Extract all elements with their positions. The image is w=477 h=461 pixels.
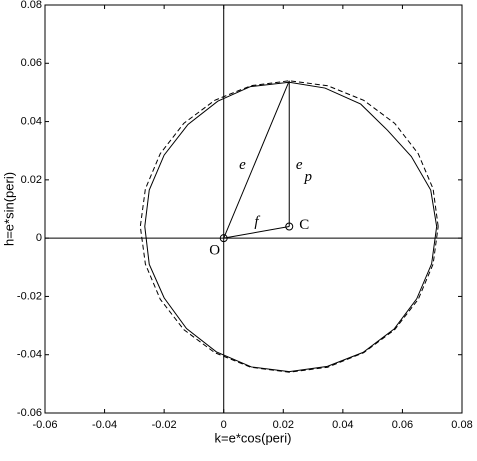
vector-label: e — [296, 157, 303, 173]
curve — [139, 80, 439, 373]
x-tick-label: 0.04 — [332, 419, 353, 431]
vector-label-subscript: p — [303, 169, 312, 185]
vector — [223, 80, 290, 239]
x-axis-label: k=e*cos(peri) — [215, 430, 292, 445]
x-tick-label: 0.08 — [451, 419, 472, 431]
x-tick-label: -0.06 — [32, 419, 57, 431]
x-tick-label: 0.06 — [392, 419, 413, 431]
y-tick-label: 0.02 — [21, 174, 42, 186]
y-tick-label: 0.08 — [21, 0, 42, 11]
x-tick-label: 0 — [221, 419, 227, 431]
x-tick-label: -0.04 — [92, 419, 117, 431]
vector — [223, 225, 290, 239]
y-tick-label: -0.06 — [17, 407, 42, 419]
y-tick-label: -0.04 — [17, 349, 42, 361]
y-axis-label: h=e*sin(peri) — [1, 172, 16, 246]
x-tick-label: -0.02 — [152, 419, 177, 431]
vector-label: f — [254, 214, 260, 230]
y-tick-label: -0.02 — [17, 290, 42, 302]
y-tick-label: 0.06 — [21, 57, 42, 69]
x-tick-label: 0.02 — [273, 419, 294, 431]
point-marker — [219, 234, 228, 243]
y-tick-label: 0.04 — [21, 115, 42, 127]
vector-label: e — [239, 157, 246, 173]
point-marker — [285, 222, 294, 231]
point-label: C — [299, 217, 309, 233]
point-label: O — [209, 243, 220, 259]
plot-frame — [44, 4, 463, 414]
y-tick-label: 0 — [36, 232, 42, 244]
